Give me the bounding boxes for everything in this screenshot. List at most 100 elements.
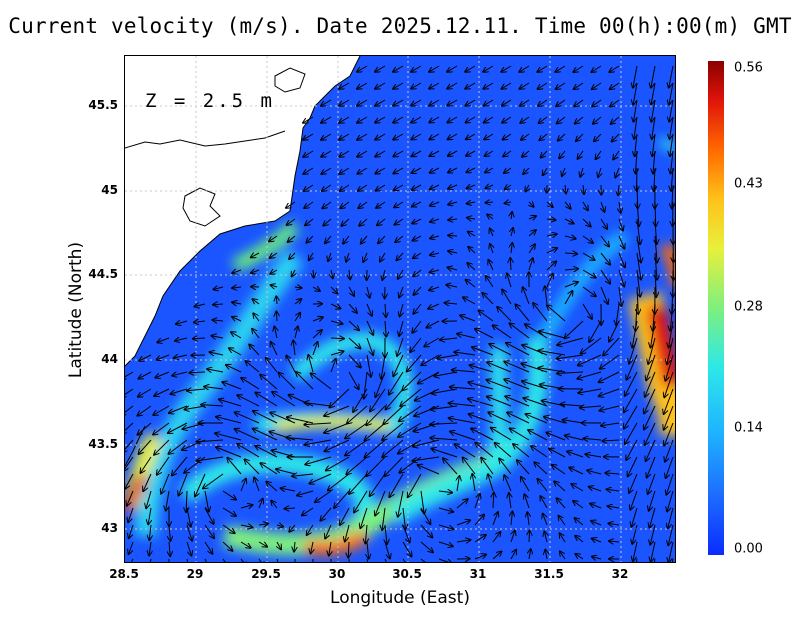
velocity-arrow [671, 150, 674, 173]
velocity-arrow [137, 405, 152, 416]
velocity-arrow [231, 332, 242, 339]
velocity-arrow [564, 291, 573, 305]
velocity-arrow [466, 150, 476, 156]
velocity-arrow [574, 82, 584, 89]
velocity-arrow [258, 524, 268, 525]
velocity-arrow [598, 167, 601, 177]
velocity-arrow [214, 287, 224, 289]
colorbar [708, 61, 724, 555]
velocity-arrow [672, 286, 673, 314]
velocity-arrow [204, 524, 214, 538]
velocity-arrow [655, 235, 657, 262]
velocity-arrow [125, 371, 134, 379]
velocity-arrow [485, 168, 494, 173]
y-tick: 45.5 [88, 98, 118, 112]
velocity-arrow [255, 393, 278, 407]
velocity-arrow [232, 287, 242, 288]
velocity-arrow [382, 422, 404, 440]
velocity-arrow [343, 235, 350, 244]
velocity-arrow [357, 150, 368, 157]
y-tick: 44.5 [88, 267, 118, 281]
velocity-arrow [479, 311, 494, 322]
velocity-arrow [603, 337, 620, 356]
velocity-arrow [585, 454, 602, 457]
velocity-arrow [186, 541, 191, 556]
velocity-arrow [240, 479, 246, 492]
velocity-arrow [665, 439, 674, 462]
velocity-arrow [557, 116, 566, 123]
velocity-arrow [195, 473, 206, 497]
velocity-arrow [468, 232, 476, 236]
velocity-arrow [330, 338, 344, 339]
velocity-arrow [466, 133, 476, 139]
velocity-arrow [448, 267, 458, 270]
velocity-arrow [670, 116, 674, 139]
velocity-arrow [475, 329, 494, 339]
velocity-arrow [503, 150, 512, 156]
velocity-arrow [222, 524, 235, 533]
velocity-arrow [505, 396, 530, 407]
velocity-arrow [384, 541, 390, 558]
velocity-arrow [456, 499, 468, 509]
velocity-arrow [665, 354, 674, 381]
velocity-arrow [154, 388, 170, 396]
velocity-arrow [324, 405, 350, 416]
x-tick: 29.5 [251, 567, 281, 581]
velocity-arrow [564, 236, 576, 239]
velocity-arrow [241, 378, 260, 390]
velocity-arrow [619, 201, 621, 213]
velocity-arrow [564, 269, 578, 270]
velocity-arrow [540, 496, 548, 509]
velocity-arrow [607, 489, 620, 491]
velocity-arrow [229, 348, 242, 356]
velocity-arrow [591, 521, 602, 525]
velocity-arrow [411, 65, 422, 72]
velocity-arrow [628, 456, 638, 476]
velocity-arrow [376, 371, 386, 397]
velocity-arrow [484, 116, 494, 123]
velocity-arrow [600, 252, 610, 265]
velocity-arrow [304, 184, 314, 191]
velocity-arrow [348, 354, 361, 368]
velocity-arrow [669, 99, 674, 122]
velocity-arrow [563, 420, 584, 423]
map-title: Current velocity (m/s). Date 2025.12.11.… [8, 14, 792, 38]
velocity-arrow [632, 524, 638, 544]
velocity-arrow [141, 456, 152, 473]
velocity-arrow [521, 133, 530, 140]
velocity-arrow [305, 439, 332, 445]
velocity-arrow [575, 554, 584, 560]
velocity-arrow [632, 320, 638, 347]
velocity-arrow [578, 150, 584, 159]
velocity-arrow [430, 270, 440, 272]
velocity-arrow [370, 388, 386, 411]
velocity-arrow [429, 116, 440, 123]
velocity-arrow [346, 456, 368, 474]
velocity-arrow [664, 422, 674, 446]
velocity-arrow [328, 252, 331, 261]
velocity-arrow [610, 99, 620, 107]
velocity-arrow [481, 458, 494, 475]
velocity-arrow [644, 405, 656, 429]
velocity-arrow [651, 320, 656, 347]
velocity-arrow [393, 150, 404, 157]
velocity-arrow [258, 558, 264, 562]
velocity-arrow [549, 449, 566, 458]
velocity-arrow [450, 387, 476, 389]
velocity-arrow [207, 369, 224, 372]
velocity-arrow [519, 65, 530, 72]
velocity-arrow [592, 99, 602, 106]
velocity-arrow [321, 167, 332, 174]
velocity-arrow [618, 184, 619, 195]
velocity-arrow [511, 212, 512, 220]
velocity-arrow [492, 552, 501, 560]
velocity-arrow [449, 403, 476, 406]
velocity-arrow [664, 371, 674, 397]
velocity-arrow [528, 430, 548, 441]
velocity-arrow [430, 167, 440, 173]
velocity-arrow [360, 507, 368, 528]
velocity-arrow [593, 116, 602, 124]
velocity-arrow [465, 82, 476, 89]
velocity-arrow [539, 133, 548, 140]
velocity-arrow [347, 405, 368, 424]
